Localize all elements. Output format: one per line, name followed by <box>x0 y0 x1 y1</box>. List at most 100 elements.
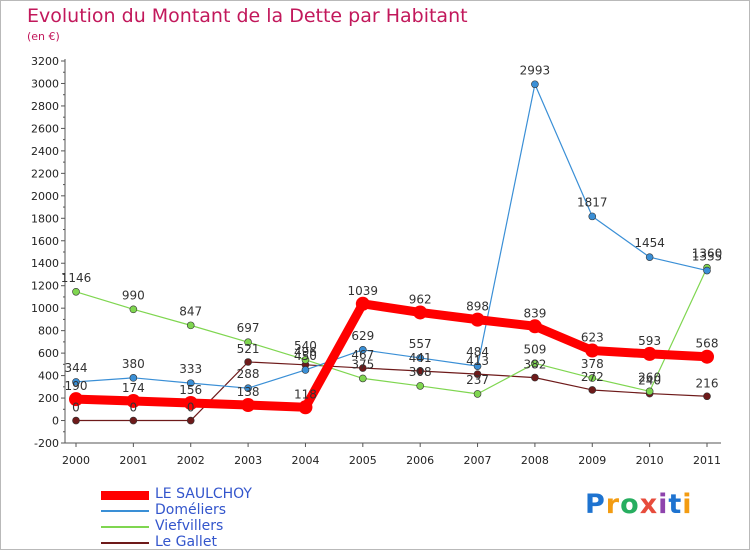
data-label: 216 <box>696 376 719 390</box>
x-tick-label: 2009 <box>578 454 606 467</box>
data-point <box>473 370 482 378</box>
data-label: 496 <box>294 345 317 359</box>
logo-letter: P <box>585 489 606 520</box>
series-line <box>75 267 708 395</box>
series-line <box>75 361 708 422</box>
data-label: 288 <box>237 367 260 381</box>
data-label: 1454 <box>634 236 665 250</box>
y-tick-label: 1800 <box>31 212 59 225</box>
data-label: 308 <box>409 365 432 379</box>
data-label: 382 <box>523 358 546 372</box>
y-tick-label: 1000 <box>31 302 59 315</box>
data-point <box>244 338 252 347</box>
data-label: 1360 <box>692 247 723 261</box>
data-point <box>359 364 367 372</box>
data-label: 272 <box>581 370 604 384</box>
data-label: 593 <box>638 334 661 348</box>
data-point <box>588 212 597 221</box>
data-label: 1335 <box>692 250 723 264</box>
data-label: 380 <box>122 357 145 371</box>
y-tick-label: 2600 <box>31 122 59 135</box>
y-tick-label: 600 <box>38 347 59 360</box>
chart-subtitle: (en €) <box>27 30 60 43</box>
data-label: 260 <box>638 370 661 384</box>
data-point <box>703 266 711 275</box>
x-tick-label: 2000 <box>62 454 90 467</box>
x-tick-label: 2004 <box>291 454 319 467</box>
data-point <box>416 367 424 375</box>
data-point <box>244 384 252 392</box>
data-label: 1817 <box>577 195 608 209</box>
data-point <box>126 393 141 408</box>
y-tick-label: 3200 <box>31 55 59 68</box>
x-tick-label: 2007 <box>464 454 492 467</box>
y-tick-label: 1200 <box>31 280 59 293</box>
legend-item: Le Gallet <box>101 534 401 551</box>
data-label: 240 <box>638 374 661 388</box>
data-point <box>186 321 195 330</box>
y-tick-label: 2800 <box>31 100 59 113</box>
legend-swatch <box>101 510 149 512</box>
data-point <box>244 358 252 366</box>
x-tick-label: 2008 <box>521 454 549 467</box>
data-point <box>359 374 367 383</box>
data-label: 847 <box>179 304 202 318</box>
legend-swatch <box>101 490 149 500</box>
x-tick-label: 2003 <box>234 454 262 467</box>
data-label: 118 <box>294 387 317 401</box>
data-point <box>642 346 657 361</box>
x-tick-label: 2005 <box>349 454 377 467</box>
x-tick-label: 2006 <box>406 454 434 467</box>
logo-letter: i <box>682 489 693 520</box>
legend-label: Doméliers <box>155 502 227 518</box>
y-tick-label: 200 <box>38 392 59 405</box>
data-point <box>645 253 654 261</box>
data-label: 0 <box>130 401 138 415</box>
legend-swatch <box>101 542 149 544</box>
data-label: 0 <box>187 401 195 415</box>
data-label: 174 <box>122 381 145 395</box>
series-line <box>71 299 712 412</box>
x-tick-label: 2002 <box>177 454 205 467</box>
y-tick-label: 1400 <box>31 257 59 270</box>
data-point <box>588 386 597 394</box>
data-label: 467 <box>351 348 374 362</box>
data-label: 521 <box>237 342 260 356</box>
data-label: 962 <box>409 292 432 306</box>
y-tick-label: -200 <box>34 437 59 450</box>
data-label: 629 <box>351 329 374 343</box>
data-label: 568 <box>696 337 719 351</box>
data-label: 378 <box>581 357 604 371</box>
data-point <box>527 319 542 334</box>
data-label: 190 <box>65 379 88 393</box>
x-tick-label: 2011 <box>693 454 721 467</box>
data-point <box>72 416 80 425</box>
logo-letter: i <box>658 489 669 520</box>
data-label: 557 <box>409 337 432 351</box>
data-point <box>413 305 428 320</box>
data-point <box>129 374 138 382</box>
data-point <box>470 312 485 327</box>
data-label: 839 <box>523 306 546 320</box>
data-point <box>700 349 714 364</box>
data-point <box>186 379 195 387</box>
y-tick-label: 0 <box>52 415 59 428</box>
logo-letter: r <box>605 489 621 520</box>
data-point <box>72 378 80 386</box>
data-label: 1039 <box>348 284 379 298</box>
data-label: 540 <box>294 339 317 353</box>
data-point <box>585 343 600 358</box>
data-label: 697 <box>237 321 260 335</box>
y-tick-label: 400 <box>38 370 59 383</box>
legend: LE SAULCHOY Doméliers Viefvillers Le Gallet <box>101 486 401 551</box>
data-label: 156 <box>179 383 202 397</box>
data-point <box>359 346 367 354</box>
x-tick-label: 2010 <box>636 454 664 467</box>
data-point <box>588 374 597 382</box>
data-label: 344 <box>65 361 88 375</box>
data-point <box>645 387 654 396</box>
data-label: 237 <box>466 373 489 387</box>
legend-item: LE SAULCHOY <box>101 486 401 503</box>
